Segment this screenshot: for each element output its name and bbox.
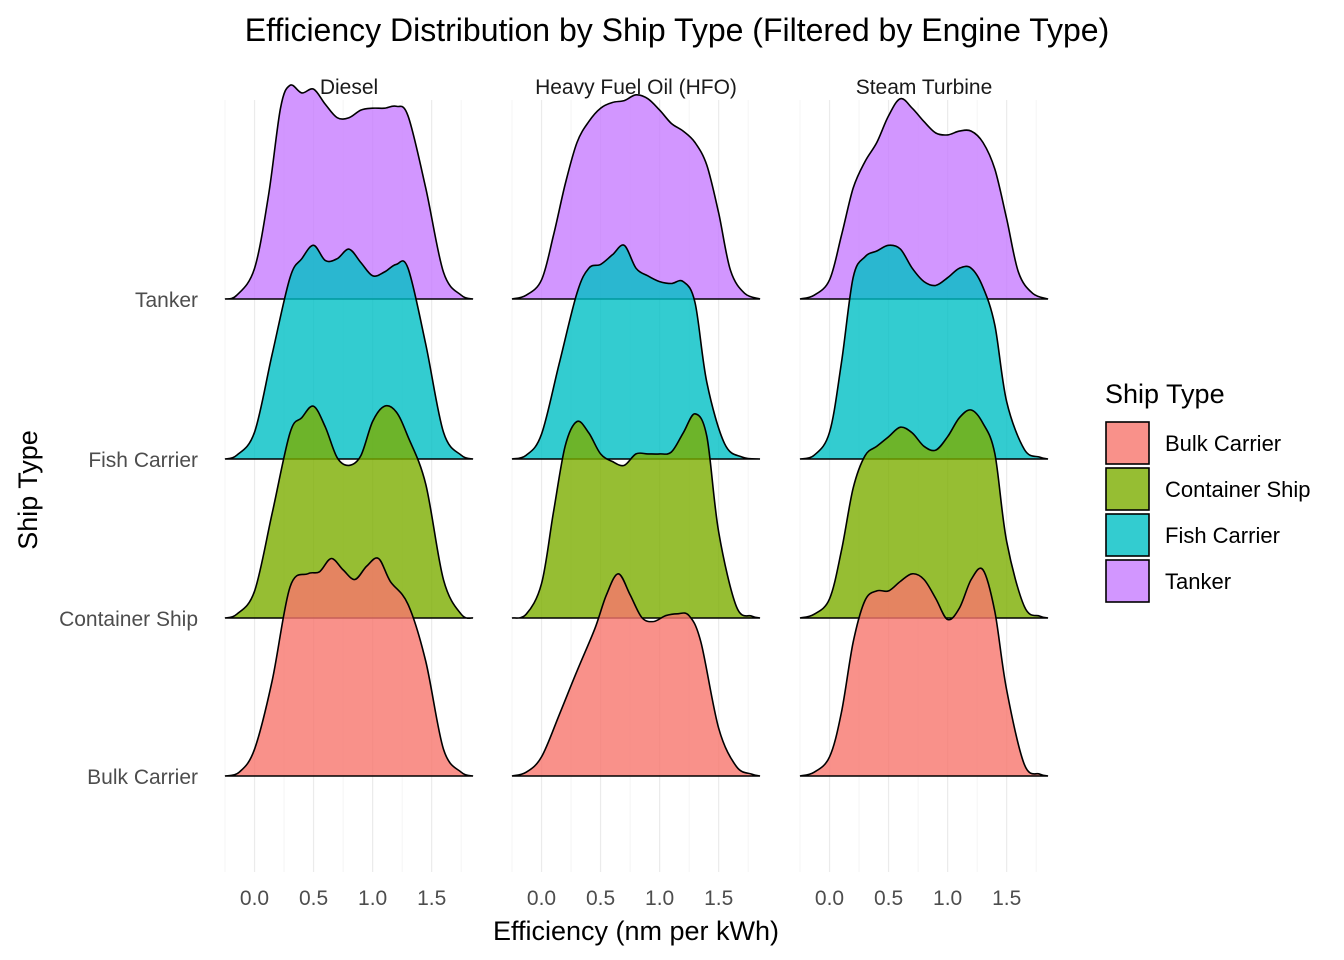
y-axis-tick-labels: Bulk Carrier Container Ship Fish Carrier Ta… bbox=[59, 289, 198, 789]
legend-label: Container Ship bbox=[1165, 477, 1311, 502]
ridge-tanker bbox=[799, 97, 1049, 300]
x-tick-label: 1.0 bbox=[358, 887, 387, 910]
x-tick-label: 0.0 bbox=[815, 887, 844, 910]
ridge-fish-carrier bbox=[224, 244, 474, 460]
ridge-bulk-carrier bbox=[799, 567, 1049, 777]
ridge-bulk-carrier bbox=[224, 557, 474, 777]
legend: Ship Type Bulk Carrier Container Ship Fish… bbox=[1105, 379, 1311, 603]
legend-key-tanker bbox=[1105, 559, 1150, 603]
facet-panels: Diesel 0.0 0.5 1.0 1.5 Heavy Fuel Oil (HFO) 0.… bbox=[224, 76, 1049, 910]
x-tick-label: 0.0 bbox=[240, 887, 269, 910]
y-tick-label: Bulk Carrier bbox=[87, 766, 198, 789]
ridge-bulk-carrier bbox=[511, 572, 761, 777]
x-tick-label: 0.0 bbox=[527, 887, 556, 910]
x-tick-label: 1.5 bbox=[704, 887, 733, 910]
facet-strip-label: Heavy Fuel Oil (HFO) bbox=[535, 76, 737, 99]
ridge-tanker bbox=[224, 84, 474, 300]
legend-key-fish-carrier bbox=[1105, 513, 1150, 557]
x-tick-label: 1.5 bbox=[992, 887, 1021, 910]
legend-key-bulk-carrier bbox=[1105, 421, 1150, 465]
x-tick-label: 0.5 bbox=[586, 887, 615, 910]
x-tick-label: 0.5 bbox=[874, 887, 903, 910]
x-tick-label: 1.0 bbox=[645, 887, 674, 910]
ridge-fish-carrier bbox=[799, 244, 1049, 460]
ridge-fish-carrier bbox=[511, 244, 761, 460]
y-axis-label: Ship Type bbox=[13, 430, 43, 550]
y-tick-label: Tanker bbox=[135, 289, 198, 312]
x-tick-label: 0.5 bbox=[299, 887, 328, 910]
chart-title: Efficiency Distribution by Ship Type (Fi… bbox=[245, 12, 1109, 48]
ridge-tanker bbox=[511, 93, 761, 300]
x-tick-label: 1.0 bbox=[933, 887, 962, 910]
legend-label: Fish Carrier bbox=[1165, 523, 1280, 548]
panel-heavy-fuel-oil-hfo: Heavy Fuel Oil (HFO) 0.0 0.5 1.0 1.5 bbox=[511, 76, 761, 910]
legend-label: Tanker bbox=[1165, 569, 1231, 594]
panel-diesel: Diesel 0.0 0.5 1.0 1.5 bbox=[224, 76, 474, 910]
y-tick-label: Container Ship bbox=[59, 608, 198, 631]
ridge-container-ship bbox=[799, 409, 1049, 619]
legend-label: Bulk Carrier bbox=[1165, 431, 1281, 456]
legend-key-container-ship bbox=[1105, 467, 1150, 511]
ridge-container-ship bbox=[511, 413, 761, 619]
panel-steam-turbine: Steam Turbine 0.0 0.5 1.0 1.5 bbox=[799, 76, 1049, 910]
y-tick-label: Fish Carrier bbox=[88, 449, 198, 472]
facet-strip-label: Diesel bbox=[320, 76, 378, 99]
x-tick-label: 1.5 bbox=[417, 887, 446, 910]
legend-title: Ship Type bbox=[1105, 379, 1225, 409]
x-axis-label: Efficiency (nm per kWh) bbox=[493, 916, 779, 946]
ridge-container-ship bbox=[224, 404, 474, 620]
facet-strip-label: Steam Turbine bbox=[856, 76, 993, 99]
